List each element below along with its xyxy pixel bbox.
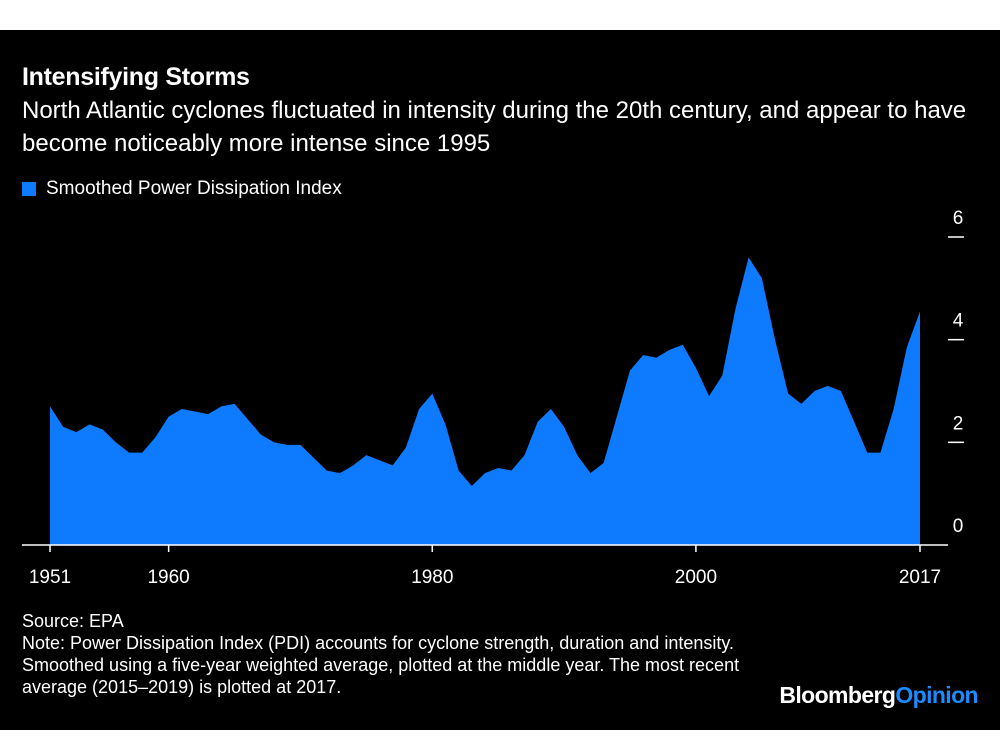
- brand-suffix: Opinion: [895, 682, 978, 708]
- plot-area: 1951 1960 1980 2000 2017 0 2 4 6: [22, 208, 964, 588]
- x-tick-label-2017: 2017: [899, 567, 941, 588]
- y-tick-label-0: 0: [953, 516, 964, 537]
- chart-footer: Source: EPA Note: Power Dissipation Inde…: [22, 610, 782, 698]
- y-tick-label-2: 2: [953, 413, 964, 434]
- methodology-note: Note: Power Dissipation Index (PDI) acco…: [22, 633, 740, 697]
- chart-panel: [0, 30, 1000, 730]
- chart-title: Intensifying Storms: [22, 63, 250, 91]
- brand-name: Bloomberg: [779, 682, 896, 708]
- x-tick-label-1951: 1951: [29, 567, 71, 588]
- legend-swatch: [22, 182, 36, 196]
- y-tick-label-4: 4: [953, 311, 964, 332]
- area-chart: 1951 1960 1980 2000 2017 0 2 4 6: [22, 208, 964, 588]
- x-tick-label-1960: 1960: [147, 567, 189, 588]
- source-note: Source: EPA: [22, 611, 124, 631]
- brand-logo: BloombergOpinion: [760, 682, 978, 709]
- legend-label: Smoothed Power Dissipation Index: [46, 178, 342, 199]
- series-area-pdi: [50, 257, 920, 545]
- legend: Smoothed Power Dissipation Index: [22, 178, 342, 200]
- chart-subtitle: North Atlantic cyclones fluctuated in in…: [22, 97, 967, 157]
- x-tick-label-1980: 1980: [411, 567, 453, 588]
- y-tick-label-6: 6: [953, 208, 964, 229]
- x-tick-label-2000: 2000: [675, 567, 717, 588]
